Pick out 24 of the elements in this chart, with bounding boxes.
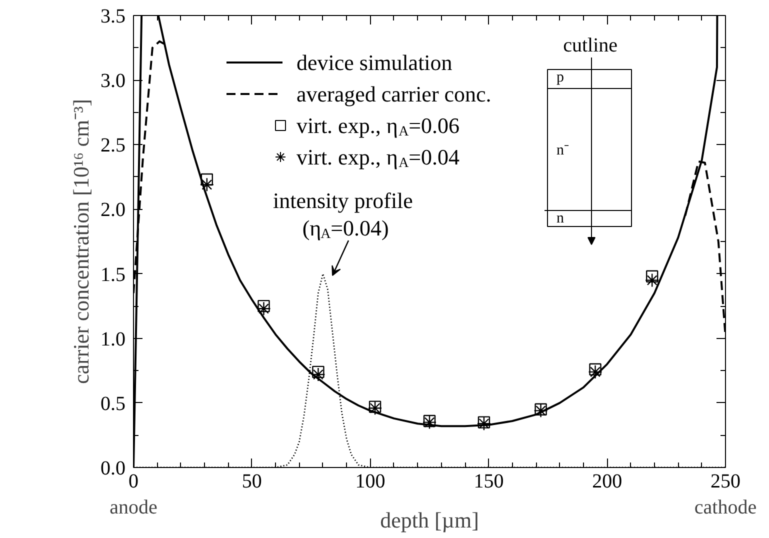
y-tick-label: 2.5: [100, 134, 126, 157]
x-tick-label: 250: [710, 470, 740, 492]
annotation: cutline: [563, 34, 618, 56]
annotation: n: [556, 210, 564, 226]
y-tick-label: 1.0: [100, 328, 126, 350]
x-axis-title: depth [µm]: [380, 508, 479, 532]
text: cathode: [694, 496, 757, 518]
y-tick-label: 3.0: [100, 70, 126, 92]
legend-label: averaged carrier conc.: [296, 82, 492, 106]
y-tick-label: 1.5: [100, 264, 126, 286]
text: anode: [110, 496, 158, 518]
x-tick-label: 50: [242, 470, 262, 492]
y-tick-label: 0.5: [100, 392, 126, 415]
annotation: p: [556, 70, 564, 86]
y-tick-label: 3.5: [100, 6, 126, 28]
x-tick-label: 100: [355, 470, 386, 492]
x-tick-label: 150: [474, 470, 504, 492]
x-tick-label: 200: [592, 470, 622, 492]
y-tick-label: 0.0: [100, 458, 126, 480]
y-tick-label: 2.0: [100, 199, 126, 222]
annotation: n⁻: [556, 142, 569, 158]
y-axis-title: carrier concentration [10¹⁶ cm⁻³]: [68, 99, 94, 384]
legend-label: device simulation: [296, 50, 452, 75]
x-tick-label: 0: [128, 470, 138, 492]
